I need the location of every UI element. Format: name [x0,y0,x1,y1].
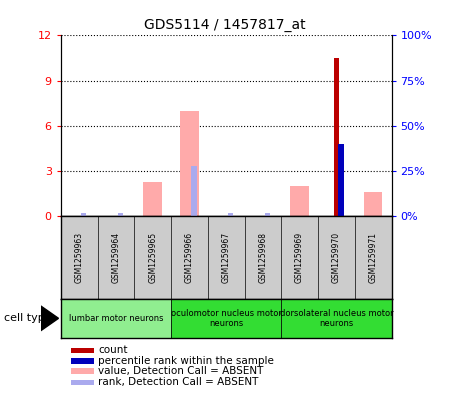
Bar [265,213,270,216]
Text: GSM1259970: GSM1259970 [332,232,341,283]
Text: GDS5114 / 1457817_at: GDS5114 / 1457817_at [144,18,306,32]
Text: oculomotor nucleus motor
neurons: oculomotor nucleus motor neurons [171,309,282,328]
Text: GSM1259966: GSM1259966 [185,232,194,283]
Text: GSM1259964: GSM1259964 [112,232,121,283]
Bar [117,213,123,216]
Text: GSM1259969: GSM1259969 [295,232,304,283]
Text: value, Detection Call = ABSENT: value, Detection Call = ABSENT [99,366,264,376]
Bar [81,213,86,216]
Bar [364,192,382,216]
Bar [71,368,94,374]
Text: GSM1259971: GSM1259971 [369,232,378,283]
Bar [171,299,281,338]
Bar [71,380,94,385]
Text: cell type: cell type [4,313,52,323]
Bar [71,358,94,364]
Bar [71,347,94,353]
Bar [180,111,198,216]
Bar [338,144,343,216]
Bar [144,182,162,216]
Polygon shape [40,306,58,331]
Text: GSM1259968: GSM1259968 [258,232,267,283]
Bar [61,299,171,338]
Text: lumbar motor neurons: lumbar motor neurons [68,314,163,323]
Text: dorsolateral nucleus motor
neurons: dorsolateral nucleus motor neurons [279,309,393,328]
Text: percentile rank within the sample: percentile rank within the sample [99,356,274,366]
Text: count: count [99,345,128,355]
Text: GSM1259963: GSM1259963 [75,232,84,283]
Bar [191,165,197,216]
Bar [333,58,339,216]
Bar [290,186,309,216]
Text: rank, Detection Call = ABSENT: rank, Detection Call = ABSENT [99,377,259,387]
Text: GSM1259967: GSM1259967 [221,232,230,283]
Text: GSM1259965: GSM1259965 [148,232,157,283]
Bar [281,299,392,338]
Bar [228,213,233,216]
